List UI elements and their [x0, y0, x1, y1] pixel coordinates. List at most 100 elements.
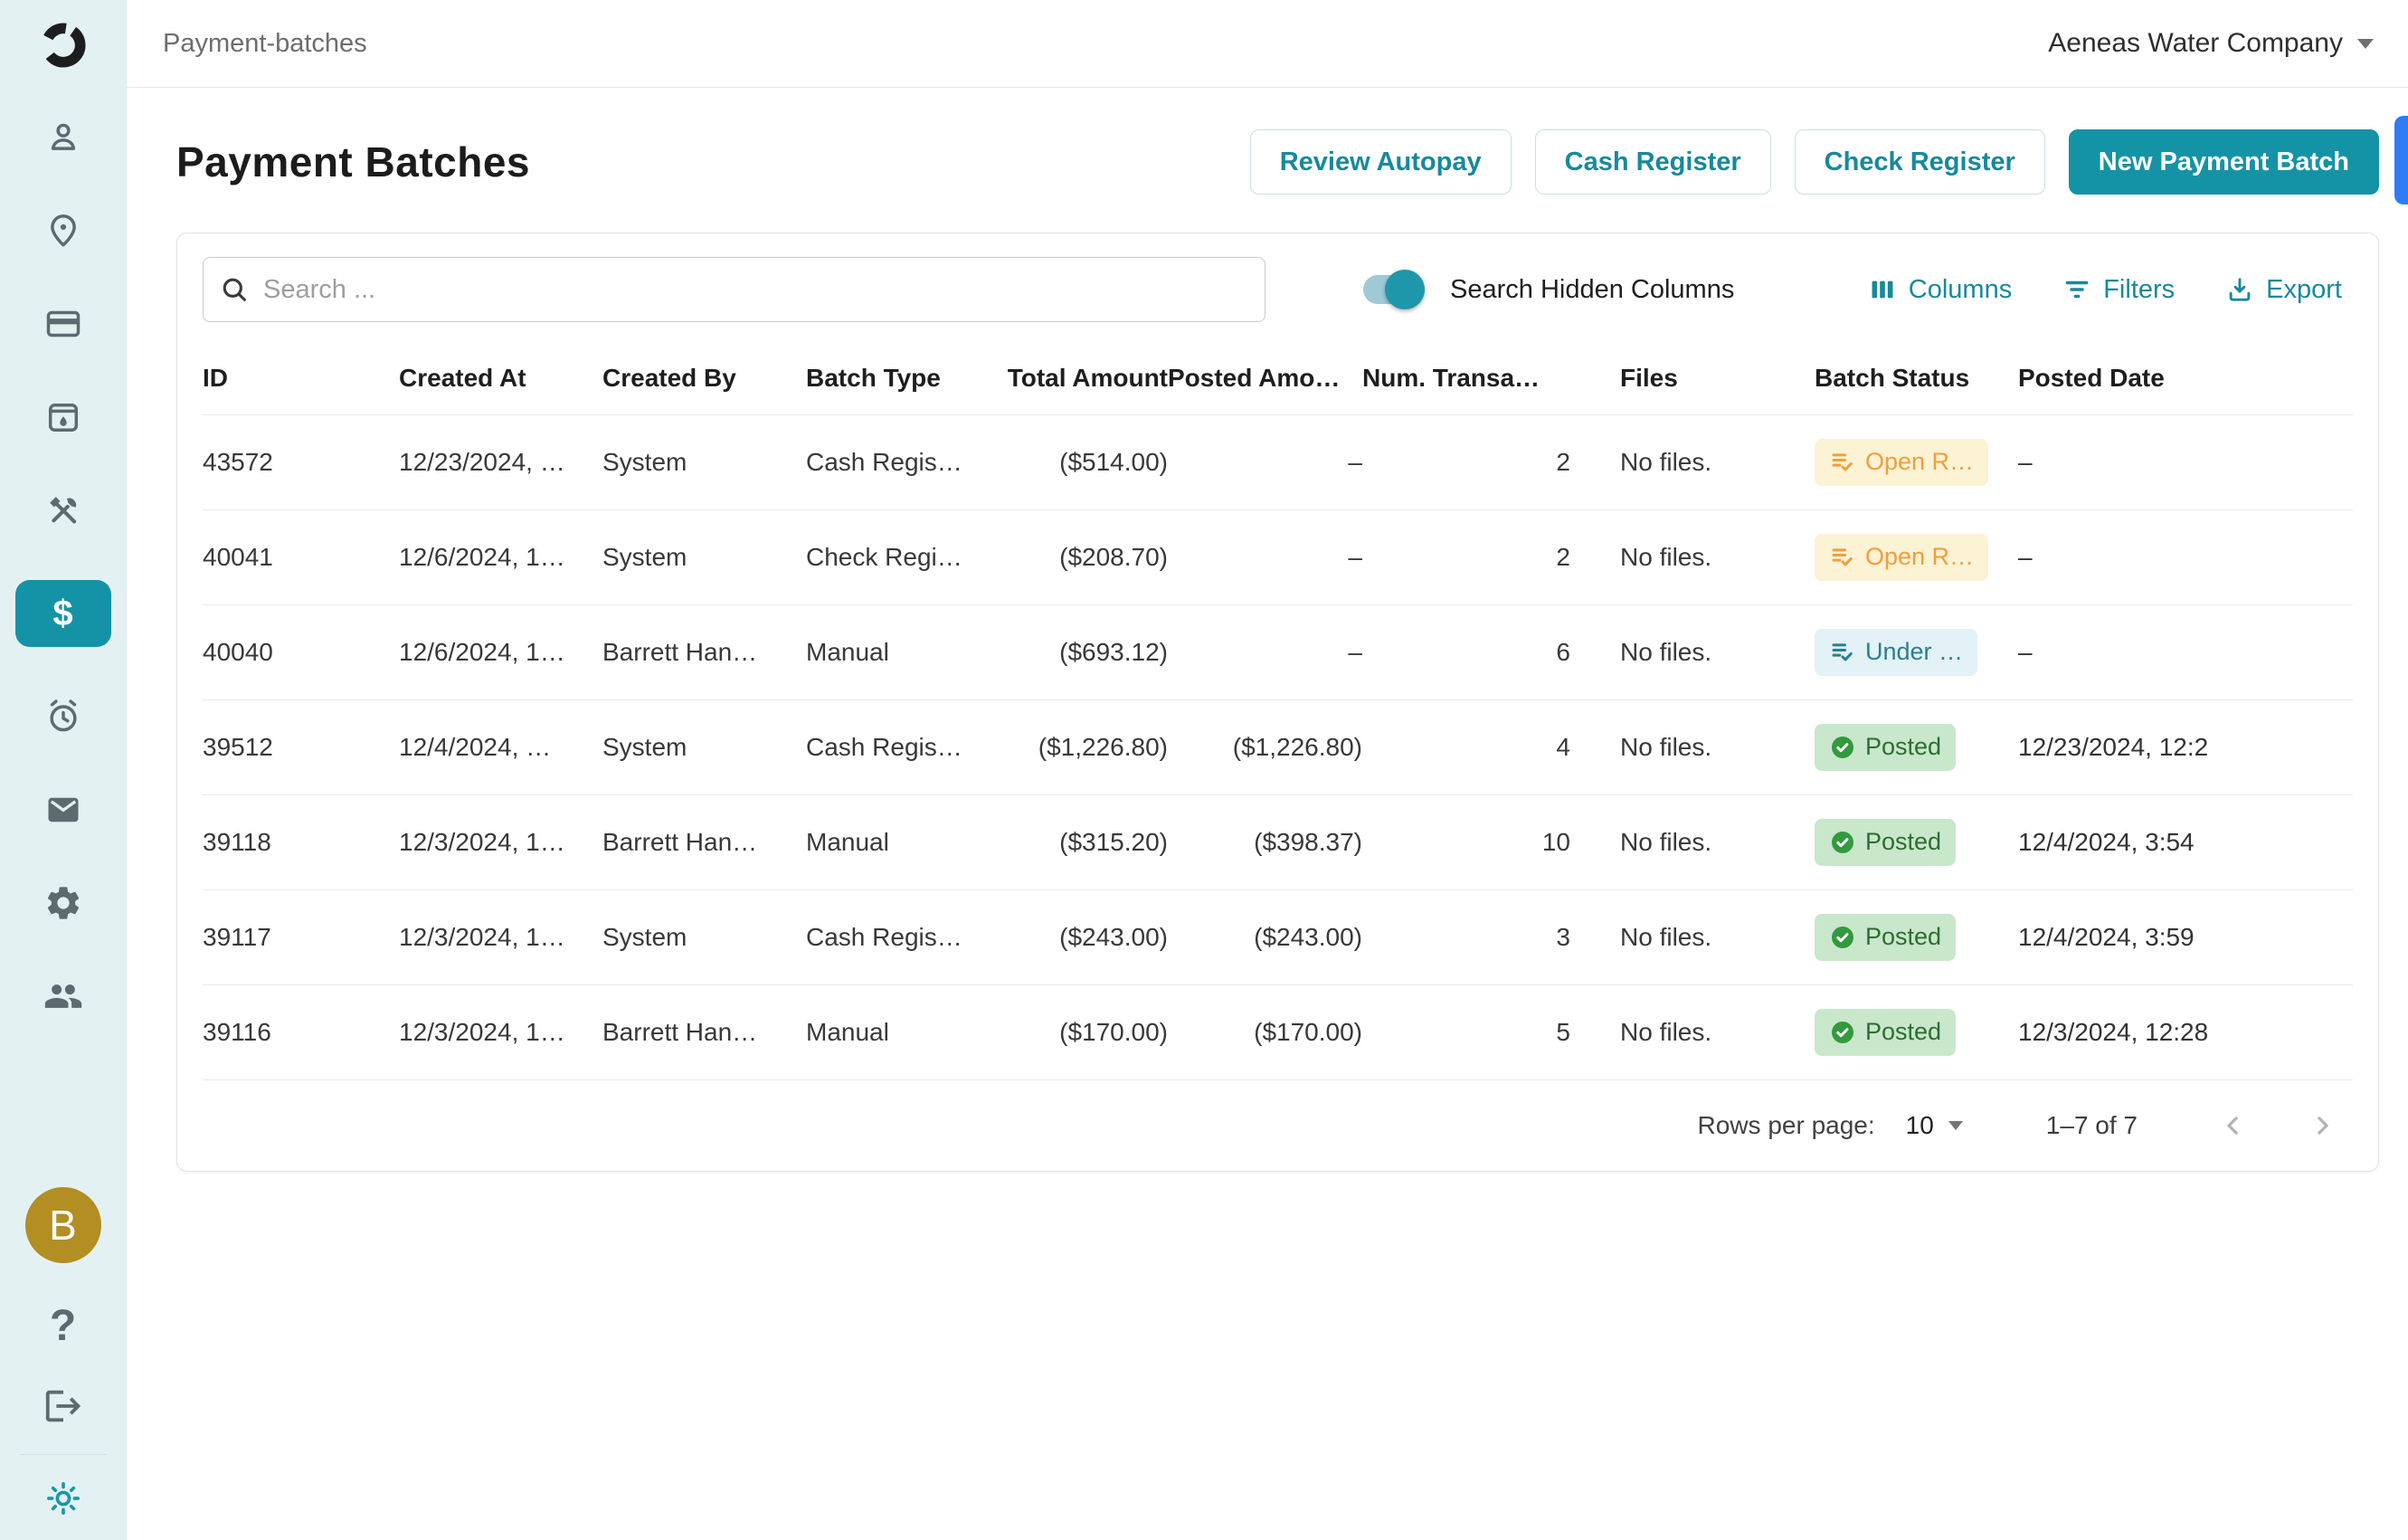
col-header-created-by[interactable]: Created By [602, 342, 806, 415]
table-row[interactable]: 43572 12/23/2024, … System Cash Regis… (… [203, 414, 2353, 510]
table-row[interactable]: 39116 12/3/2024, 1… Barrett Han… Manual … [203, 984, 2353, 1080]
review-autopay-button[interactable]: Review Autopay [1249, 129, 1512, 195]
table-wrap: ID Created At Created By Batch Type Tota… [177, 342, 2378, 1080]
cell-files: No files. [1570, 414, 1815, 510]
logout-icon[interactable] [43, 1385, 84, 1427]
cell-batch-status: Posted [1815, 889, 2018, 985]
cell-total-amount: ($693.12) [1000, 604, 1168, 700]
theme-sun-icon[interactable] [43, 1478, 83, 1518]
cell-created-at: 12/3/2024, 1… [399, 889, 602, 985]
cell-batch-type: Manual [806, 604, 1000, 700]
sidebar-item-meter-schedule[interactable] [15, 394, 111, 441]
person-icon [51, 123, 75, 150]
new-payment-batch-button[interactable]: New Payment Batch [2068, 129, 2379, 195]
cell-posted-amount: ($1,226.80) [1168, 699, 1362, 795]
next-page-button[interactable] [2304, 1107, 2340, 1144]
cell-id: 39118 [203, 794, 399, 890]
sidebar-item-mail[interactable] [15, 786, 111, 833]
cell-files: No files. [1570, 889, 1815, 985]
cell-total-amount: ($315.20) [1000, 794, 1168, 890]
cell-num-transactions: 6 [1362, 604, 1570, 700]
cell-batch-status: Under … [1815, 604, 2018, 700]
cell-batch-type: Cash Regis… [806, 889, 1000, 985]
col-header-batch-status[interactable]: Batch Status [1815, 342, 2018, 415]
hidden-columns-toggle-wrap: Search Hidden Columns [1363, 270, 1734, 309]
cell-batch-status: Posted [1815, 699, 2018, 795]
chevron-right-icon [2318, 1116, 2328, 1135]
cell-created-by: System [602, 509, 806, 605]
batch-status-badge: Open R… [1815, 533, 1989, 581]
cell-created-at: 12/6/2024, 1… [399, 604, 602, 700]
badge-label: Posted [1865, 923, 1942, 950]
sidebar-item-users[interactable] [15, 973, 111, 1020]
batch-status-badge: Posted [1815, 818, 1957, 866]
sidebar-item-alarms[interactable] [15, 693, 111, 740]
table-row[interactable]: 40040 12/6/2024, 1… Barrett Han… Manual … [203, 604, 2353, 700]
col-header-total-amount[interactable]: Total Amount [1000, 342, 1168, 415]
topbar: Payment-batches Aeneas Water Company [127, 0, 2408, 88]
col-header-batch-type[interactable]: Batch Type [806, 342, 1000, 415]
cell-files: No files. [1570, 699, 1815, 795]
cell-id: 40041 [203, 509, 399, 605]
mail-icon [48, 797, 78, 822]
download-icon [2229, 278, 2251, 301]
cell-batch-type: Manual [806, 794, 1000, 890]
check-circle-icon [1832, 831, 1853, 853]
company-selector[interactable]: Aeneas Water Company [2048, 28, 2374, 59]
search-input[interactable] [203, 257, 1266, 322]
cell-batch-type: Manual [806, 984, 1000, 1080]
cell-num-transactions: 2 [1362, 414, 1570, 510]
cell-id: 39117 [203, 889, 399, 985]
sidebar-item-locations[interactable] [15, 207, 111, 254]
help-button[interactable]: ? [50, 1301, 76, 1351]
check-register-button[interactable]: Check Register [1794, 129, 2045, 195]
table-row[interactable]: 39118 12/3/2024, 1… Barrett Han… Manual … [203, 794, 2353, 890]
pager [2215, 1107, 2340, 1144]
cash-register-button[interactable]: Cash Register [1534, 129, 1771, 195]
sidebar-item-profile[interactable] [15, 114, 111, 161]
filters-label: Filters [2103, 274, 2176, 304]
edge-floating-button[interactable] [2394, 116, 2408, 204]
search-box [203, 257, 1266, 322]
table-row[interactable]: 40041 12/6/2024, 1… System Check Regi… (… [203, 509, 2353, 605]
table-row[interactable]: 39512 12/4/2024, … System Cash Regis… ($… [203, 699, 2353, 795]
col-header-id[interactable]: ID [203, 342, 399, 415]
col-header-posted-amount[interactable]: Posted Amo… [1168, 342, 1362, 415]
avatar-initial: B [49, 1202, 77, 1249]
cell-batch-status: Posted [1815, 984, 2018, 1080]
page-title: Payment Batches [176, 138, 530, 185]
cell-id: 40040 [203, 604, 399, 700]
cell-posted-date: – [2018, 604, 2353, 700]
cell-total-amount: ($170.00) [1000, 984, 1168, 1080]
export-button[interactable]: Export [2225, 275, 2342, 305]
columns-button[interactable]: Columns [1868, 275, 2012, 305]
cell-batch-type: Cash Regis… [806, 414, 1000, 510]
cell-id: 43572 [203, 414, 399, 510]
cell-total-amount: ($514.00) [1000, 414, 1168, 510]
sidebar-item-settings[interactable] [15, 879, 111, 927]
col-header-posted-date[interactable]: Posted Date [2018, 342, 2353, 415]
cell-batch-status: Posted [1815, 794, 2018, 890]
cell-num-transactions: 3 [1362, 889, 1570, 985]
filters-button[interactable]: Filters [2062, 275, 2175, 305]
rows-per-page-select[interactable]: 10 [1906, 1111, 1963, 1140]
previous-page-button[interactable] [2215, 1107, 2252, 1144]
col-header-num-transactions[interactable]: Num. Transa… [1362, 342, 1570, 415]
export-label: Export [2266, 274, 2342, 304]
cell-files: No files. [1570, 984, 1815, 1080]
table-body: 43572 12/23/2024, … System Cash Regis… (… [203, 414, 2353, 1080]
col-header-created-at[interactable]: Created At [399, 342, 602, 415]
check-circle-icon [1832, 926, 1853, 948]
cell-created-at: 12/23/2024, … [399, 414, 602, 510]
app-logo[interactable] [38, 20, 89, 71]
cell-posted-date: 12/4/2024, 3:59 [2018, 889, 2353, 985]
search-hidden-columns-toggle[interactable] [1363, 270, 1425, 309]
col-header-files[interactable]: Files [1570, 342, 1815, 415]
batch-status-badge: Posted [1815, 723, 1957, 771]
table-row[interactable]: 39117 12/3/2024, 1… System Cash Regis… (… [203, 889, 2353, 985]
cell-files: No files. [1570, 794, 1815, 890]
sidebar-item-billing-card[interactable] [15, 300, 111, 347]
sidebar-item-tools[interactable] [15, 487, 111, 534]
avatar[interactable]: B [24, 1187, 101, 1263]
sidebar-item-payments[interactable]: $ [14, 580, 111, 647]
